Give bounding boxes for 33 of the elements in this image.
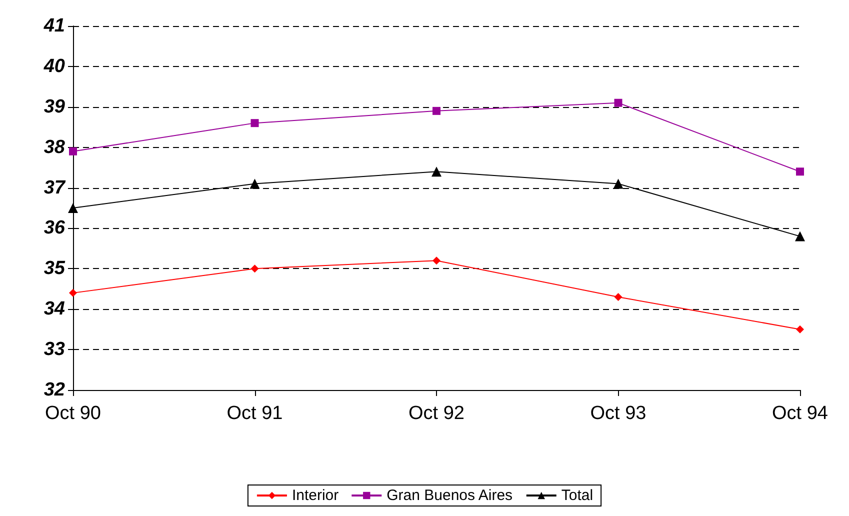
point bbox=[614, 98, 622, 107]
x-tick-label: Oct 90 bbox=[45, 403, 101, 424]
point bbox=[614, 292, 622, 301]
point bbox=[250, 119, 259, 128]
x-tick-label: Oct 94 bbox=[772, 403, 828, 424]
legend-label: Total bbox=[561, 487, 594, 504]
point bbox=[69, 288, 77, 297]
point bbox=[250, 178, 260, 189]
y-tick-label: 32 bbox=[44, 380, 66, 400]
point bbox=[69, 147, 77, 156]
legend-label: Interior bbox=[292, 487, 339, 504]
point bbox=[432, 256, 440, 265]
y-tick-label: 40 bbox=[42, 56, 66, 77]
y-tick-label: 39 bbox=[44, 96, 66, 118]
point bbox=[68, 203, 78, 213]
x-tick-label: Oct 91 bbox=[226, 403, 283, 424]
point bbox=[432, 166, 442, 177]
point bbox=[432, 106, 440, 115]
y-tick-label: 41 bbox=[42, 16, 65, 36]
y-tick-label: 35 bbox=[44, 258, 66, 280]
y-tick-label: 36 bbox=[44, 218, 66, 239]
y-tick-label: 38 bbox=[44, 136, 66, 158]
point bbox=[250, 264, 259, 273]
y-tick-label: 33 bbox=[44, 339, 66, 360]
x-tick-label: Oct 93 bbox=[590, 403, 646, 424]
x-tick-label: Oct 92 bbox=[408, 403, 464, 424]
legend-label: Gran Buenos Aires bbox=[386, 487, 513, 504]
point bbox=[796, 325, 804, 334]
point bbox=[796, 168, 804, 176]
y-tick-label: 34 bbox=[44, 298, 66, 320]
point bbox=[613, 178, 624, 189]
y-tick-label: 37 bbox=[44, 177, 66, 198]
point bbox=[795, 231, 805, 242]
